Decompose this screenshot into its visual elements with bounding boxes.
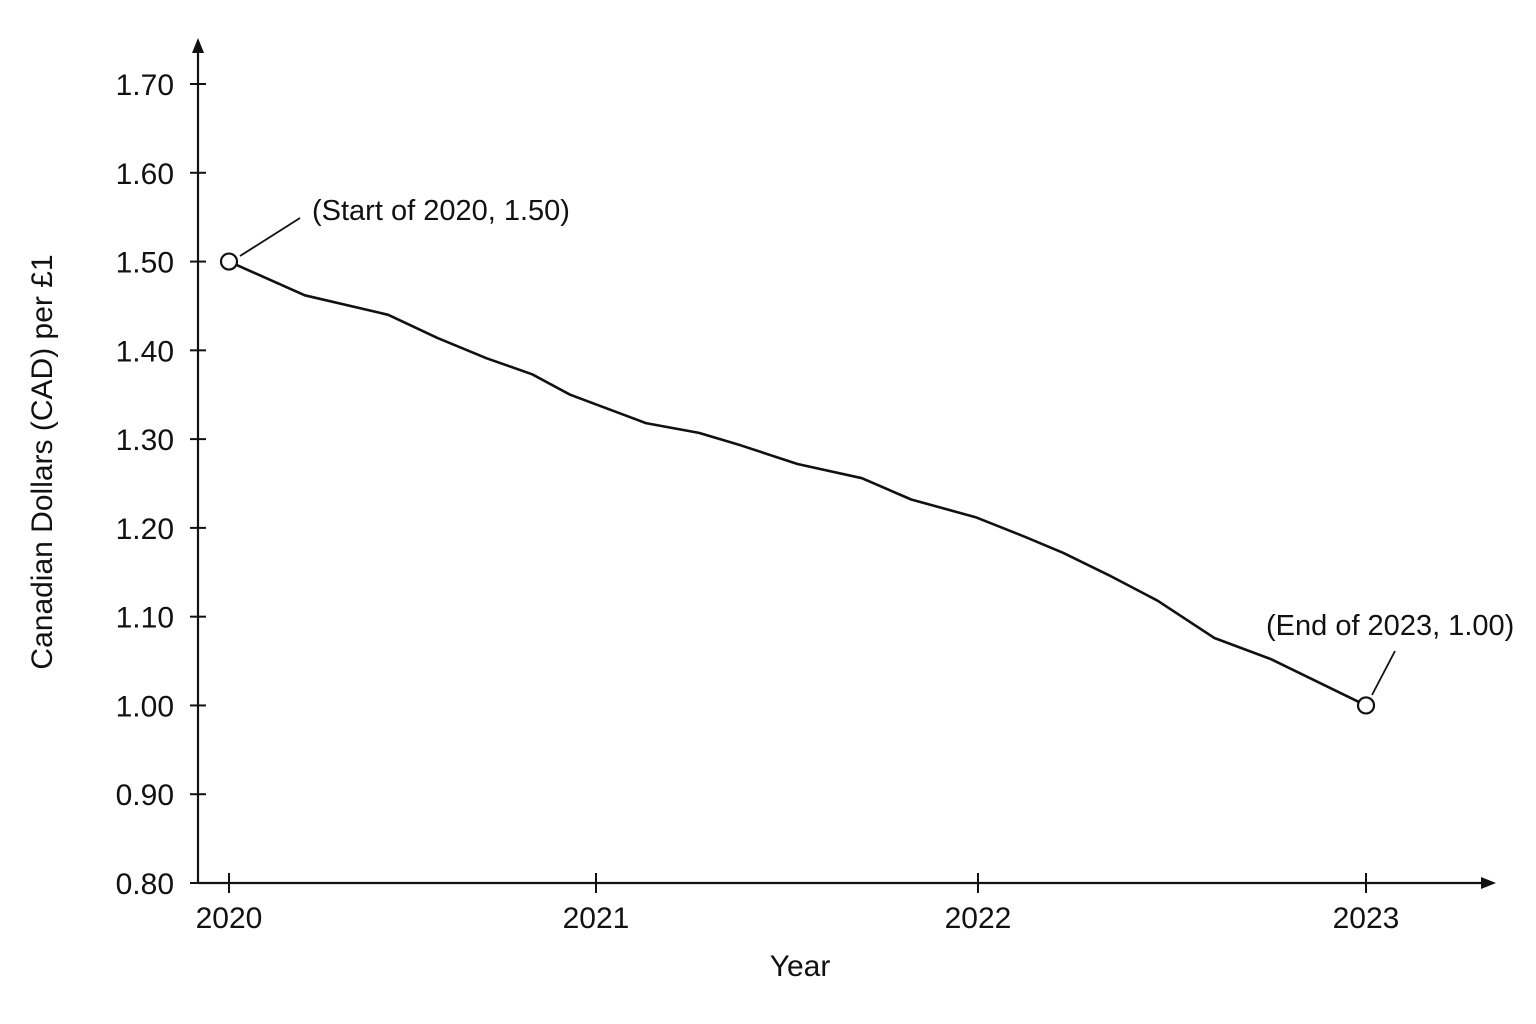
end-point-marker (1356, 696, 1376, 715)
y-tick-label: 1.30 (116, 424, 174, 457)
series (228, 260, 1367, 707)
x-tick-label: 2021 (563, 902, 630, 935)
end-point-label: (End of 2023, 1.00) (1266, 610, 1514, 642)
y-tick-label: 1.40 (116, 335, 174, 368)
y-tick-label: 1.00 (116, 690, 174, 723)
x-axis-title: Year (770, 950, 831, 983)
y-axis-title: Canadian Dollars (CAD) per £1 (26, 254, 59, 669)
axes (192, 38, 1496, 889)
end-point-leader (1371, 650, 1396, 696)
y-tick-label: 1.60 (116, 158, 174, 191)
series-line (228, 260, 1367, 707)
start-point-leader (239, 217, 301, 257)
y-tick-label: 0.80 (116, 868, 174, 901)
annotations: (Start of 2020, 1.50) (End of 2023, 1.00) (219, 195, 1514, 715)
y-tick-label: 1.50 (116, 247, 174, 280)
y-tick-label: 1.20 (116, 513, 174, 546)
y-tick-label: 0.90 (116, 779, 174, 812)
x-tick-label: 2023 (1333, 902, 1400, 935)
y-ticks: 0.80 0.90 1.00 1.10 1.20 1.30 1.40 1.50 1.60 1.70 (116, 69, 206, 901)
x-tick-label: 2020 (196, 902, 263, 935)
start-point-label: (Start of 2020, 1.50) (312, 195, 570, 227)
y-tick-label: 1.10 (116, 602, 174, 635)
start-point-marker (219, 252, 239, 271)
y-tick-label: 1.70 (116, 69, 174, 102)
x-axis-arrowhead (1481, 877, 1496, 889)
x-tick-label: 2022 (945, 902, 1012, 935)
y-axis-arrowhead (192, 38, 204, 53)
x-ticks: 2020 2021 2022 2023 (196, 873, 1400, 935)
